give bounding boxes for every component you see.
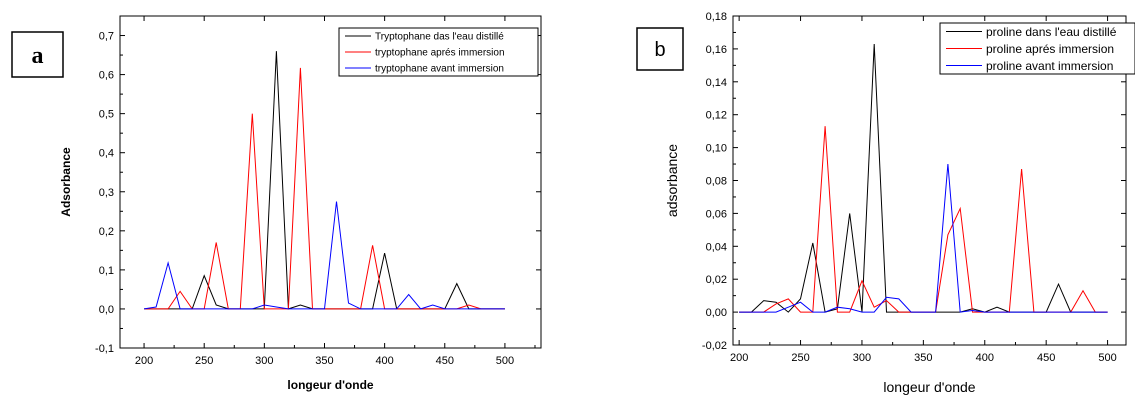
legend-label: Tryptophane das l'eau distillé bbox=[375, 32, 504, 43]
x-tick-label: 200 bbox=[730, 352, 748, 364]
x-tick-label: 400 bbox=[976, 352, 994, 364]
series-line-1 bbox=[739, 43, 1108, 313]
y-tick-label: 0,04 bbox=[706, 241, 727, 253]
x-tick-label: 450 bbox=[436, 355, 454, 367]
y-tick-label: 0,02 bbox=[706, 274, 727, 286]
y-tick-label: 0,3 bbox=[99, 187, 114, 199]
series-line-3 bbox=[144, 201, 505, 310]
y-tick-label: 0,06 bbox=[706, 208, 727, 220]
series-line-2 bbox=[739, 126, 1108, 313]
y-tick-label: 0,4 bbox=[99, 148, 114, 160]
y-tick-label: -0,1 bbox=[95, 343, 114, 355]
x-tick-label: 350 bbox=[914, 352, 932, 364]
panel-label-box bbox=[636, 27, 684, 71]
chart-panel-b: -0,02 0,00 0,02 0,04 0,06 0,08 0,10 0,12 0,14 0,1… bbox=[636, 11, 1135, 395]
series-line-2 bbox=[144, 67, 505, 310]
panel-label: b bbox=[654, 39, 665, 61]
y-tick-label: 0,16 bbox=[706, 44, 727, 56]
y-tick-label: 0,14 bbox=[706, 77, 727, 89]
panel-label: a bbox=[32, 43, 44, 69]
x-tick-label: 250 bbox=[195, 355, 213, 367]
plot-frame bbox=[119, 15, 542, 349]
y-tick-label: 0,12 bbox=[706, 110, 727, 122]
y-tick-label: 0,5 bbox=[99, 109, 114, 121]
x-axis-label: longeur d'onde bbox=[287, 378, 374, 392]
y-tick-label: 0,18 bbox=[706, 11, 727, 23]
legend-label: tryptophane avant immersion bbox=[375, 64, 504, 75]
legend: proline dans l'eau distillé proline aprés… bbox=[939, 22, 1135, 75]
y-tick-label: 0,08 bbox=[706, 176, 727, 188]
chart-panel-a: -0,1 0,0 0,1 0,2 0,3 0,4 0,5 0,6 0,7 200 250 300 350… bbox=[11, 15, 542, 392]
legend: Tryptophane das l'eau distillé tryptophan… bbox=[338, 27, 539, 77]
legend-label: proline avant immersion bbox=[986, 59, 1113, 73]
y-tick-label: 0,2 bbox=[99, 226, 114, 238]
legend-label: tryptophane aprés immersion bbox=[375, 48, 505, 59]
legend-label: proline aprés immersion bbox=[986, 42, 1114, 56]
series-line-1 bbox=[144, 51, 505, 310]
x-tick-label: 300 bbox=[853, 352, 871, 364]
x-tick-label: 250 bbox=[791, 352, 809, 364]
y-tick-label: 0,7 bbox=[99, 31, 114, 43]
x-tick-label: 500 bbox=[1098, 352, 1116, 364]
x-tick-label: 400 bbox=[375, 355, 393, 367]
x-tick-label: 300 bbox=[255, 355, 273, 367]
y-tick-label: -0,02 bbox=[702, 340, 727, 352]
legend-box bbox=[338, 27, 539, 77]
legend-label: proline dans l'eau distillé bbox=[986, 25, 1117, 39]
y-tick-label: 0,1 bbox=[99, 265, 114, 277]
x-tick-label: 450 bbox=[1037, 352, 1055, 364]
x-axis-label: longeur d'onde bbox=[883, 379, 975, 395]
y-tick-label: 0,6 bbox=[99, 70, 114, 82]
y-tick-label: 0,00 bbox=[706, 307, 727, 319]
series-line-3 bbox=[739, 163, 1108, 313]
y-axis-label: adsorbance bbox=[664, 144, 680, 217]
x-tick-label: 350 bbox=[315, 355, 333, 367]
y-tick-label: 0,10 bbox=[706, 143, 727, 155]
x-tick-label: 500 bbox=[496, 355, 514, 367]
y-tick-label: 0,0 bbox=[99, 304, 114, 316]
x-tick-label: 200 bbox=[135, 355, 153, 367]
panel-label-box bbox=[11, 31, 64, 78]
y-axis-label: Adsorbance bbox=[59, 147, 73, 217]
